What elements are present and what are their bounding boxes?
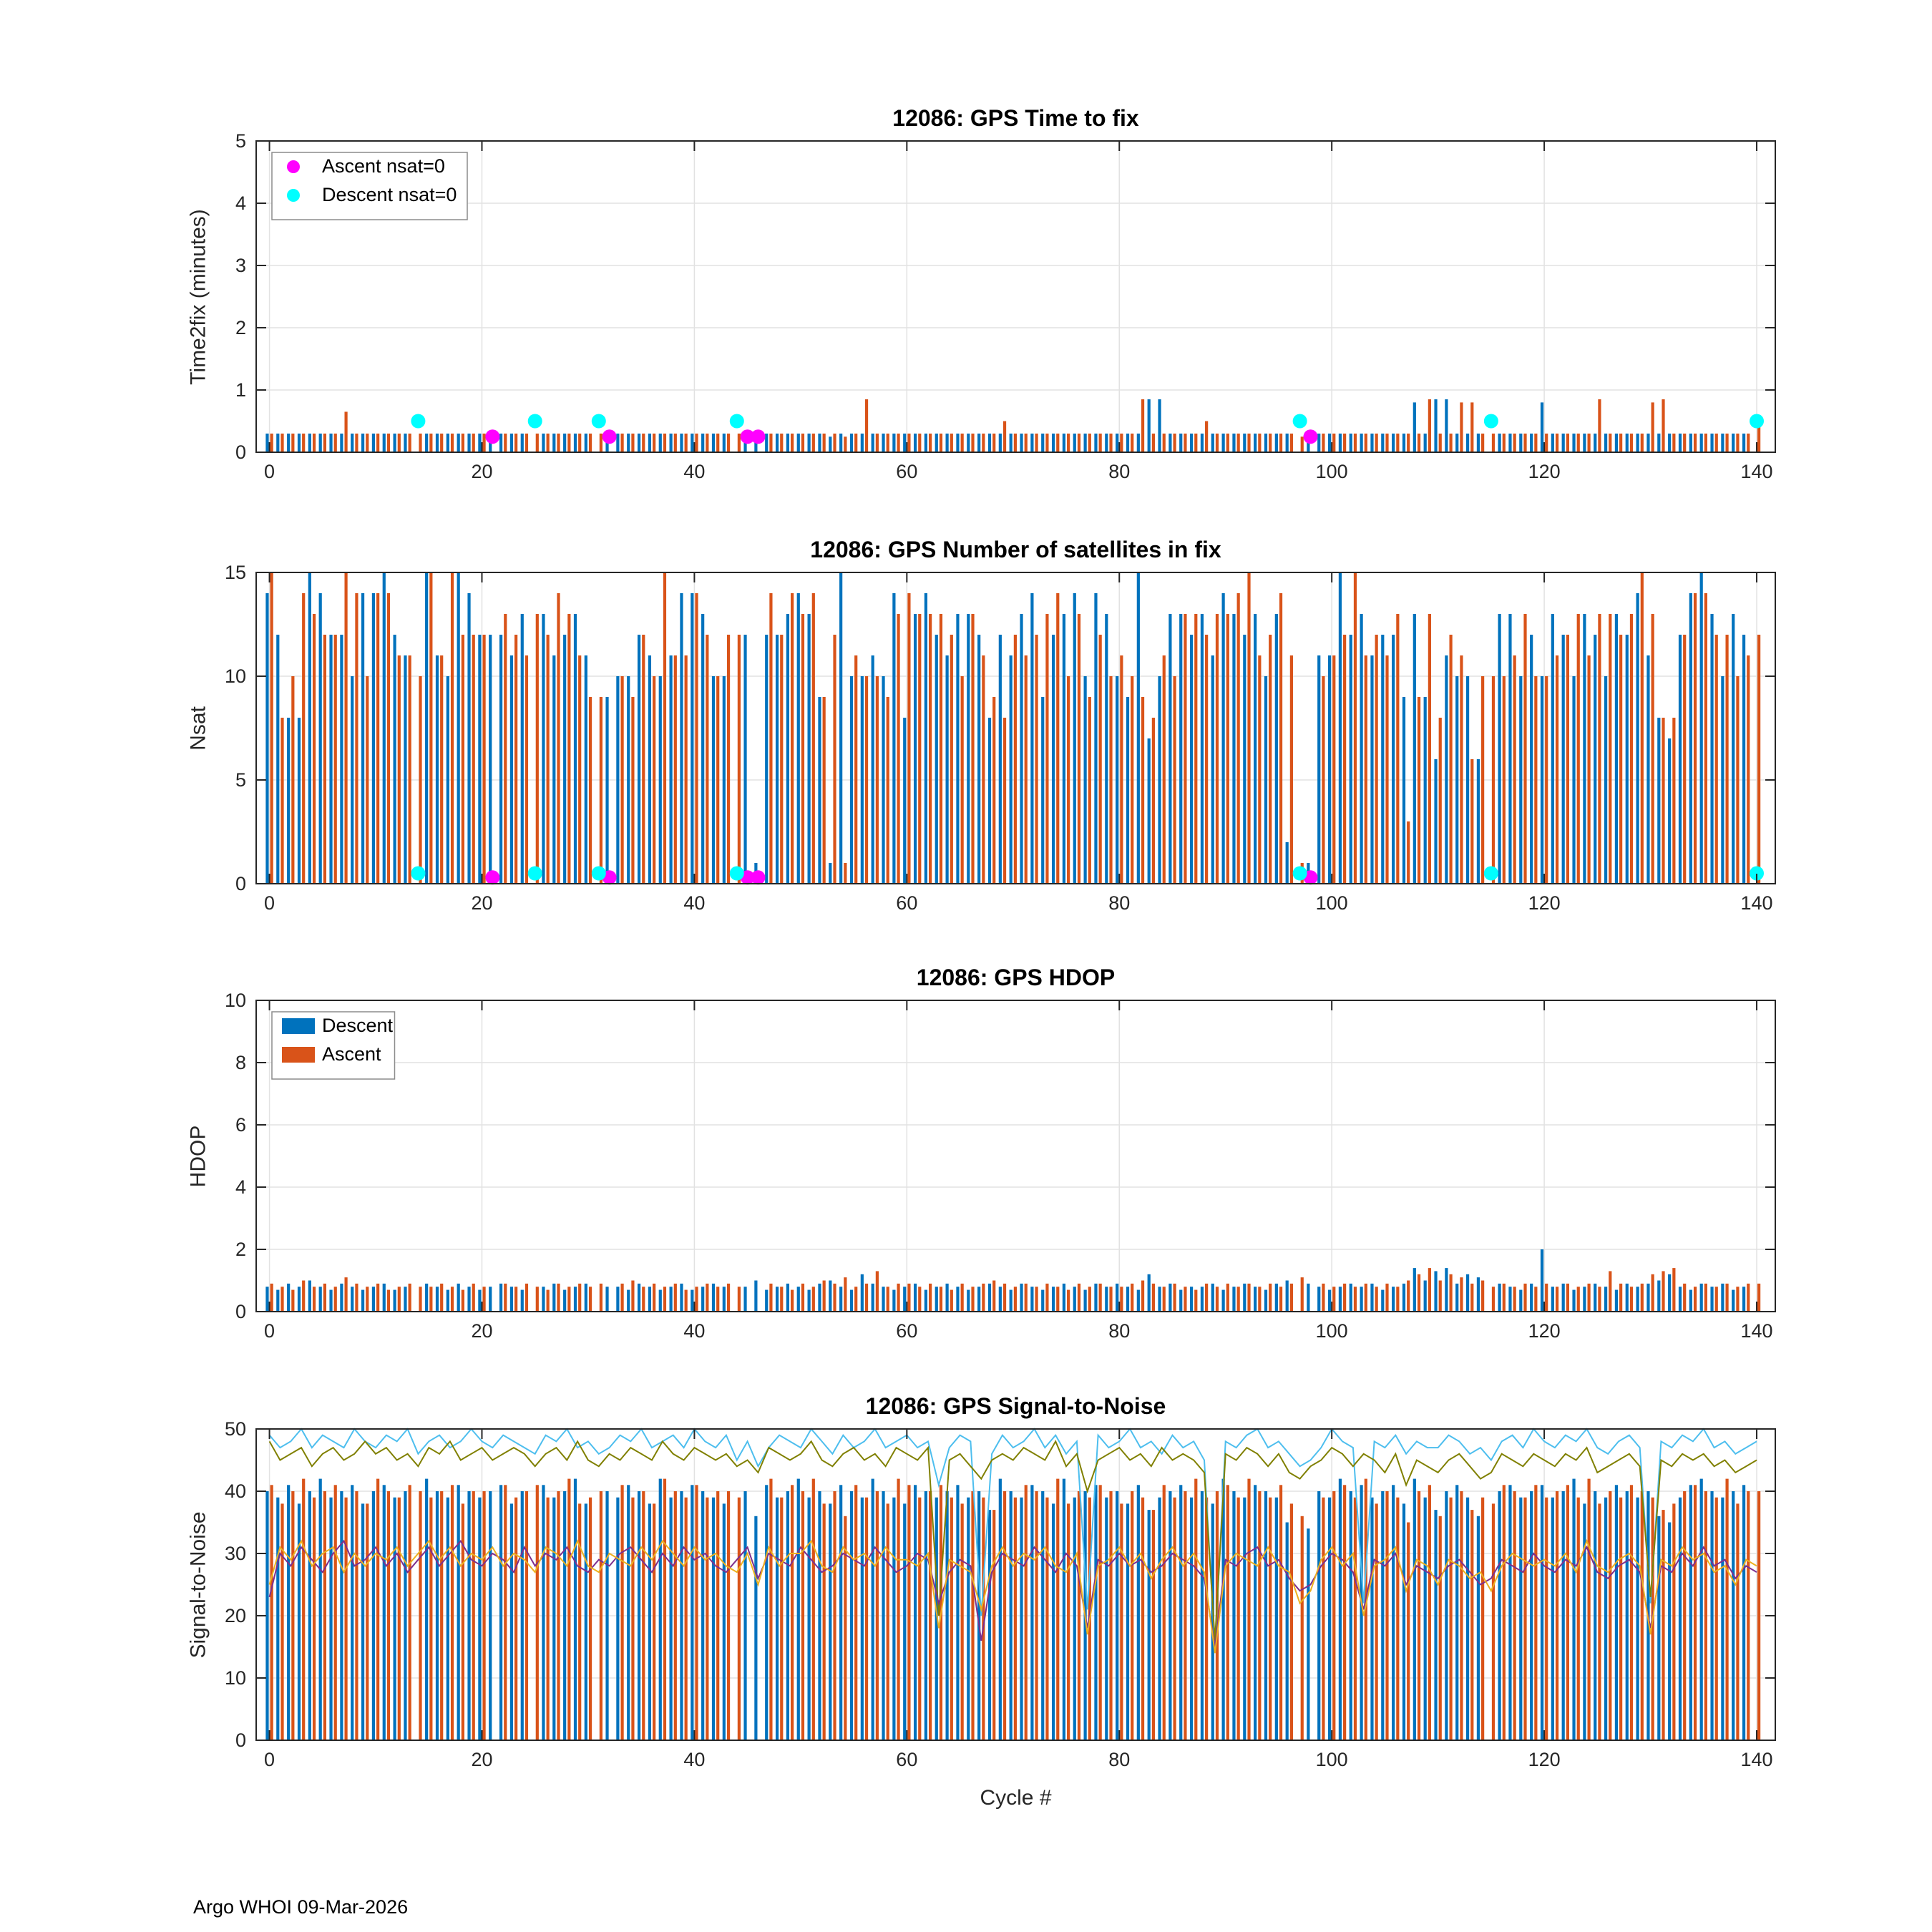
svg-text:8: 8 (235, 1052, 246, 1073)
svg-text:6: 6 (235, 1114, 246, 1136)
svg-text:100: 100 (1316, 1320, 1348, 1342)
svg-text:100: 100 (1316, 892, 1348, 914)
svg-text:50: 50 (225, 1418, 246, 1440)
y-axis-label-time2fix: Time2fix (minutes) (186, 209, 210, 385)
y-axis-label-nsat: Nsat (186, 706, 210, 751)
svg-text:120: 120 (1528, 892, 1561, 914)
svg-text:2: 2 (235, 317, 246, 338)
chart-title-nsat: 12086: GPS Number of satellites in fix (810, 537, 1221, 562)
footer-text: Argo WHOI 09-Mar-2026 (193, 1896, 409, 1918)
svg-text:Descent: Descent (322, 1015, 394, 1036)
svg-text:60: 60 (896, 1320, 917, 1342)
svg-text:20: 20 (225, 1605, 246, 1626)
svg-text:4: 4 (235, 192, 246, 214)
svg-text:140: 140 (1740, 461, 1772, 482)
svg-text:10: 10 (225, 665, 246, 687)
svg-text:80: 80 (1108, 1320, 1130, 1342)
svg-text:80: 80 (1108, 461, 1130, 482)
svg-text:140: 140 (1740, 1749, 1772, 1770)
svg-text:1: 1 (235, 379, 246, 401)
svg-text:2: 2 (235, 1239, 246, 1260)
svg-text:100: 100 (1316, 1749, 1348, 1770)
svg-text:140: 140 (1740, 1320, 1772, 1342)
svg-text:20: 20 (471, 1320, 492, 1342)
svg-text:5: 5 (235, 130, 246, 152)
svg-text:80: 80 (1108, 1749, 1130, 1770)
chart-title-hdop: 12086: GPS HDOP (916, 965, 1116, 990)
svg-text:40: 40 (225, 1480, 246, 1502)
svg-text:0: 0 (264, 461, 275, 482)
svg-text:40: 40 (683, 1320, 705, 1342)
svg-text:120: 120 (1528, 1320, 1561, 1342)
svg-text:140: 140 (1740, 892, 1772, 914)
svg-text:0: 0 (264, 1749, 275, 1770)
svg-text:0: 0 (264, 1320, 275, 1342)
svg-text:40: 40 (683, 1749, 705, 1770)
svg-text:0: 0 (264, 892, 275, 914)
svg-text:15: 15 (225, 562, 246, 583)
svg-text:0: 0 (235, 873, 246, 894)
svg-text:40: 40 (683, 461, 705, 482)
svg-text:20: 20 (471, 461, 492, 482)
svg-text:4: 4 (235, 1176, 246, 1198)
chart-title-snr: 12086: GPS Signal-to-Noise (865, 1393, 1166, 1419)
svg-text:30: 30 (225, 1543, 246, 1564)
svg-text:120: 120 (1528, 461, 1561, 482)
svg-text:5: 5 (235, 769, 246, 791)
svg-text:Descent nsat=0: Descent nsat=0 (322, 184, 457, 205)
svg-text:120: 120 (1528, 1749, 1561, 1770)
chart-title-time2fix: 12086: GPS Time to fix (892, 105, 1139, 131)
y-axis-label-snr: Signal-to-Noise (186, 1511, 210, 1659)
svg-text:10: 10 (225, 990, 246, 1011)
svg-text:10: 10 (225, 1667, 246, 1689)
svg-text:80: 80 (1108, 892, 1130, 914)
x-axis-label: Cycle # (980, 1786, 1052, 1810)
svg-text:100: 100 (1316, 461, 1348, 482)
svg-text:60: 60 (896, 1749, 917, 1770)
svg-text:20: 20 (471, 1749, 492, 1770)
svg-text:Ascent: Ascent (322, 1043, 381, 1065)
svg-text:3: 3 (235, 255, 246, 276)
svg-text:40: 40 (683, 892, 705, 914)
svg-text:60: 60 (896, 461, 917, 482)
svg-text:Ascent nsat=0: Ascent nsat=0 (322, 155, 445, 177)
svg-text:0: 0 (235, 1729, 246, 1751)
svg-text:20: 20 (471, 892, 492, 914)
y-axis-label-hdop: HDOP (186, 1125, 210, 1188)
svg-text:60: 60 (896, 892, 917, 914)
svg-text:0: 0 (235, 1301, 246, 1322)
svg-text:0: 0 (235, 441, 246, 463)
